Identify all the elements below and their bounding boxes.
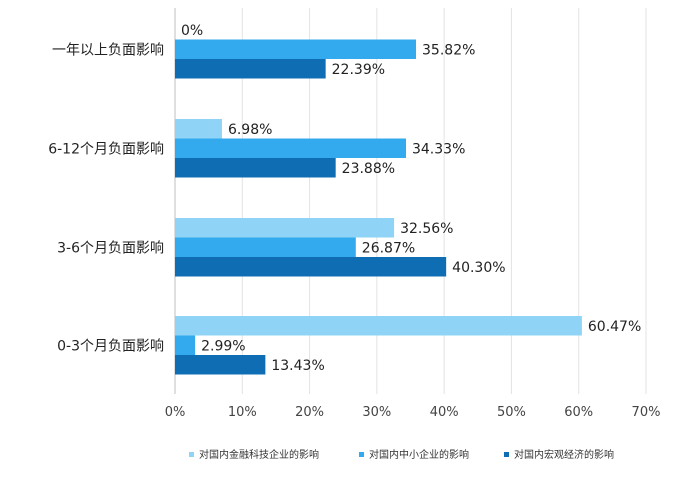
- bar: [175, 257, 447, 277]
- bar: [175, 218, 395, 238]
- bar: [175, 59, 326, 79]
- data-label: 60.47%: [588, 319, 641, 335]
- data-label: 26.87%: [362, 240, 415, 256]
- category-label: 3-6个月负面影响: [57, 240, 164, 256]
- category-label: 0-3个月负面影响: [57, 338, 164, 354]
- data-label: 23.88%: [342, 161, 395, 177]
- x-tick-label: 10%: [228, 405, 257, 420]
- data-label: 22.39%: [332, 62, 385, 78]
- bar: [175, 355, 266, 375]
- x-tick-label: 50%: [497, 405, 526, 420]
- x-tick-label: 40%: [430, 405, 459, 420]
- bar: [175, 237, 356, 257]
- x-tick-label: 30%: [362, 405, 391, 420]
- legend-swatch: [504, 452, 509, 457]
- data-label: 32.56%: [400, 221, 453, 237]
- data-label: 0%: [181, 23, 203, 39]
- data-label: 6.98%: [228, 122, 272, 138]
- legend-label: 对国内宏观经济的影响: [514, 448, 614, 461]
- legend-swatch: [189, 452, 194, 457]
- x-tick-label: 0%: [165, 405, 186, 420]
- bar: [175, 39, 417, 59]
- x-tick-label: 70%: [632, 405, 661, 420]
- data-label: 2.99%: [201, 338, 245, 354]
- label-layer: 0% 10% 20% 30% 40% 50% 60% 70% 一年以上负面影响 6-12个月负面影…: [48, 23, 660, 420]
- data-label: 34.33%: [412, 141, 465, 157]
- x-tick-label: 60%: [564, 405, 593, 420]
- category-label: 一年以上负面影响: [52, 42, 164, 58]
- bar: [175, 138, 406, 158]
- data-label: 40.30%: [452, 260, 505, 276]
- legend-label: 对国内金融科技企业的影响: [199, 448, 319, 461]
- bar: [175, 158, 336, 178]
- bar: [175, 316, 582, 336]
- data-label: 35.82%: [422, 42, 475, 58]
- legend-swatch: [359, 452, 364, 457]
- legend-label: 对国内中小企业的影响: [369, 448, 469, 461]
- bar: [175, 335, 196, 355]
- category-label: 6-12个月负面影响: [48, 141, 164, 157]
- bar-layer: [175, 39, 582, 375]
- legend: 对国内金融科技企业的影响 对国内中小企业的影响 对国内宏观经济的影响: [189, 448, 614, 461]
- bar: [175, 119, 222, 139]
- data-label: 13.43%: [271, 358, 324, 374]
- x-tick-label: 20%: [295, 405, 324, 420]
